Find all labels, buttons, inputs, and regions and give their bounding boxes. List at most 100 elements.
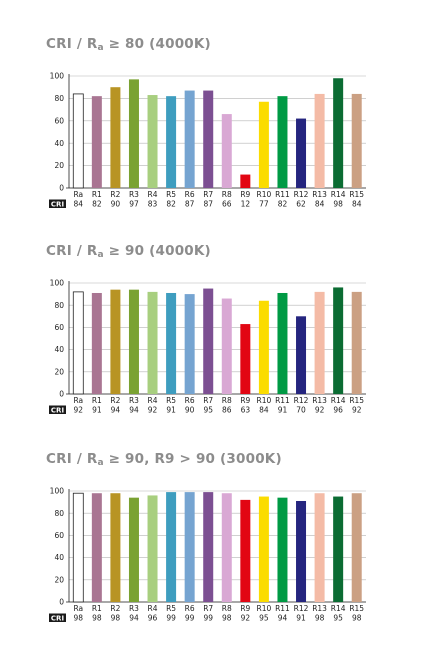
y-tick-label-2: 60 [54,323,64,332]
bar-r7 [203,90,214,188]
category-label-r1: R1 [92,396,102,405]
value-label-r10: 77 [259,200,269,209]
bar-r3 [128,79,139,188]
value-label-r15: 92 [352,406,362,415]
value-label-r6: 90 [185,406,195,415]
category-label-r6: R6 [185,604,195,613]
bar-r1 [91,493,102,602]
category-label-r4: R4 [148,604,158,613]
y-tick-label-2: 40 [54,345,64,354]
bar-r13 [314,93,325,188]
bar-r15 [351,291,362,394]
category-label-r10: R10 [257,604,272,613]
value-label-r7: 87 [203,200,213,209]
category-label-r14: R14 [331,604,346,613]
bar-r4 [147,291,158,394]
bar-r11 [277,292,288,394]
value-label-r6: 87 [185,200,195,209]
value-label-ra: 98 [74,614,84,623]
value-label-r4: 96 [148,614,158,623]
category-label-r11: R11 [275,190,290,199]
y-tick-label-3: 40 [54,553,64,562]
bar-r5 [166,492,177,602]
bar-r12 [296,118,307,188]
category-label-r4: R4 [148,396,158,405]
bar-r11 [277,497,288,602]
bar-r11 [277,96,288,188]
bar-r2 [110,493,121,602]
value-label-r11: 82 [278,200,288,209]
category-label-r14: R14 [331,190,346,199]
y-tick-label-1: 100 [50,72,65,81]
y-tick-label-1: 0 [59,184,64,193]
bar-r1 [91,96,102,188]
value-label-r14: 96 [333,406,343,415]
category-label-r11: R11 [275,396,290,405]
cri-badge-label-3: CRI [51,614,64,622]
value-label-ra: 84 [74,200,84,209]
value-label-ra: 92 [74,406,84,415]
category-label-r5: R5 [166,190,176,199]
bar-r7 [203,492,214,602]
value-label-r2: 98 [111,614,121,623]
bar-ra [72,93,84,189]
category-label-r1: R1 [92,190,102,199]
bar-r8 [221,493,232,602]
category-label-r15: R15 [349,190,364,199]
bar-r12 [296,500,307,602]
bar-r5 [166,96,177,188]
value-label-r15: 84 [352,200,362,209]
bar-r4 [147,95,158,188]
value-label-r9: 63 [241,406,251,415]
bar-r2 [110,87,121,188]
category-label-r2: R2 [110,396,120,405]
chart-title-1: CRI / Ra ≥ 80 (4000K) [46,36,211,53]
value-label-r6: 99 [185,614,195,623]
category-label-r2: R2 [110,604,120,613]
category-label-ra: Ra [73,396,83,405]
value-label-r13: 84 [315,200,325,209]
value-label-r4: 92 [148,406,158,415]
value-label-r4: 83 [148,200,158,209]
category-label-r12: R12 [294,190,309,199]
y-tick-label-3: 20 [54,575,64,584]
category-label-r3: R3 [129,396,139,405]
value-label-r9: 12 [241,200,251,209]
bar-r5 [166,292,177,394]
bar-r1 [91,292,102,394]
y-tick-label-2: 80 [54,301,64,310]
cri-badge-3 [49,613,66,622]
bar-r14 [333,496,344,602]
category-label-r5: R5 [166,396,176,405]
bar-r13 [314,291,325,394]
category-label-r12: R12 [294,396,309,405]
category-label-r6: R6 [185,396,195,405]
value-label-r11: 91 [278,406,288,415]
cri-badge-1 [49,199,66,208]
y-tick-label-1: 40 [54,139,64,148]
category-label-r3: R3 [129,604,139,613]
y-tick-label-3: 100 [50,487,65,496]
bar-r3 [128,497,139,602]
bar-r6 [184,294,195,394]
bar-r14 [333,78,344,188]
bar-r9 [240,499,251,602]
value-label-r9: 92 [241,614,251,623]
bar-r8 [221,114,232,188]
value-label-r7: 99 [203,614,213,623]
value-label-r5: 91 [166,406,176,415]
value-label-r7: 95 [203,406,213,415]
category-label-r8: R8 [222,190,232,199]
value-label-r11: 94 [278,614,288,623]
category-label-r7: R7 [203,396,213,405]
category-label-r1: R1 [92,604,102,613]
value-label-r10: 84 [259,406,269,415]
category-label-r9: R9 [240,396,250,405]
value-label-r3: 94 [129,614,139,623]
y-tick-label-3: 80 [54,509,64,518]
bar-r14 [333,287,344,394]
value-label-r12: 62 [296,200,306,209]
chart-title-2: CRI / Ra ≥ 90 (4000K) [46,243,211,260]
bar-r6 [184,90,195,188]
